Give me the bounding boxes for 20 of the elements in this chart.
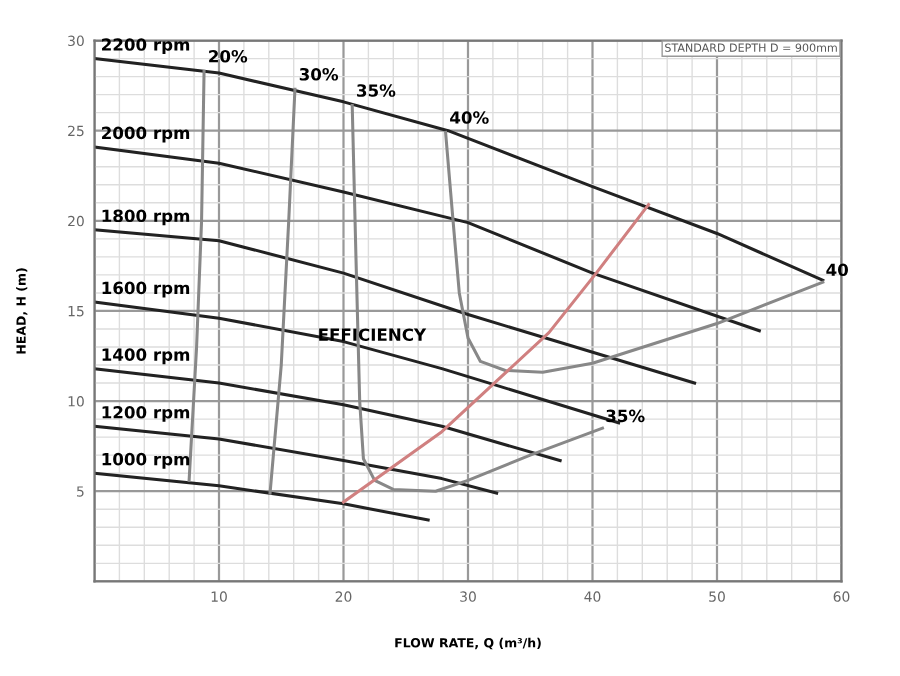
- line-series: [187, 69, 206, 482]
- series-label: 20%: [209, 49, 248, 63]
- series-label: 1800 rpm: [102, 209, 190, 226]
- annotation: 35%: [606, 409, 645, 423]
- annotation: EFFICIENCY: [319, 328, 427, 342]
- line-series: [444, 130, 825, 374]
- series-label: 30%: [299, 67, 339, 81]
- line-series: [94, 471, 430, 522]
- series-label: 1600 rpm: [102, 281, 190, 298]
- line-series: [94, 228, 697, 385]
- series-label: 2000 rpm: [102, 126, 190, 143]
- series-label: 1400 rpm: [102, 348, 190, 365]
- series-label: 40%: [450, 111, 489, 124]
- series-label: 2200 rpm: [102, 38, 190, 55]
- line-series: [268, 87, 297, 495]
- series-label: 1200 rpm: [102, 405, 190, 422]
- series-label: 1000 rpm: [102, 452, 190, 469]
- annotation: 40: [826, 263, 848, 277]
- line-series: [94, 424, 499, 495]
- series-label: 35%: [357, 84, 396, 97]
